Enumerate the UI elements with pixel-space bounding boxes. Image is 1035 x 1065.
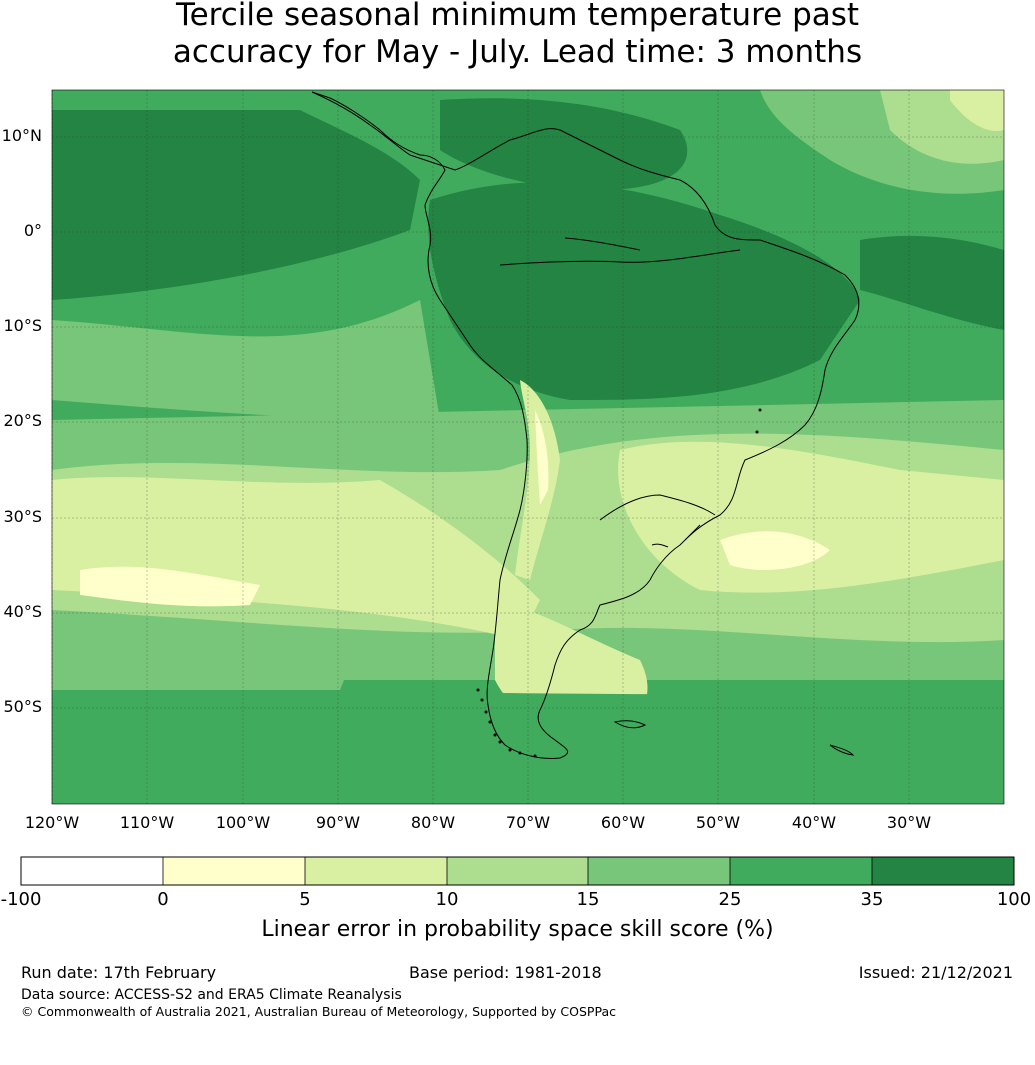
lon-label: 70°W — [505, 813, 551, 832]
lon-label: 120°W — [24, 813, 80, 832]
colorbar-segment — [163, 857, 305, 885]
title-line-2: accuracy for May - July. Lead time: 3 mo… — [172, 34, 863, 70]
map-field — [52, 90, 1004, 804]
colorbar-tick: 0 — [157, 889, 169, 910]
lon-label: 110°W — [119, 813, 175, 832]
lat-label: 10°N — [1, 126, 42, 145]
lon-label: 100°W — [215, 813, 271, 832]
lon-label: 50°W — [695, 813, 741, 832]
lon-label: 30°W — [886, 813, 932, 832]
colorbar — [20, 856, 1015, 886]
colorbar-segment — [872, 857, 1014, 885]
colorbar-tick: 15 — [576, 889, 600, 910]
colorbar-segment — [730, 857, 872, 885]
colorbar-tick: 25 — [718, 889, 742, 910]
colorbar-tick: 10 — [435, 889, 459, 910]
colorbar-label: Linear error in probability space skill … — [261, 917, 774, 942]
colorbar-tick: 5 — [299, 889, 311, 910]
lon-label: 80°W — [410, 813, 456, 832]
colorbar-tick: 35 — [860, 889, 884, 910]
run-date: Run date: 17th February — [21, 963, 217, 982]
data-source: Data source: ACCESS-S2 and ERA5 Climate … — [21, 987, 402, 1003]
lat-label: 50°S — [3, 697, 42, 716]
archipelago — [476, 408, 762, 758]
colorbar-segment — [447, 857, 588, 885]
lat-label: 0° — [23, 221, 42, 240]
map-frame — [51, 89, 1005, 805]
lat-label: 20°S — [3, 411, 42, 430]
title-line-1: Tercile seasonal minimum temperature pas… — [175, 0, 860, 33]
issued-date: Issued: 21/12/2021 — [858, 963, 1013, 982]
colorbar-tick: 100 — [996, 889, 1032, 910]
coastline — [311, 91, 860, 759]
lon-label: 60°W — [600, 813, 646, 832]
colorbar-segment — [588, 857, 730, 885]
graticule — [51, 90, 1004, 804]
colorbar-segment — [21, 857, 163, 885]
lat-label: 30°S — [3, 507, 42, 526]
colorbar-segment — [305, 857, 447, 885]
lat-label: 10°S — [3, 316, 42, 335]
copyright: © Commonwealth of Australia 2021, Austra… — [21, 1004, 616, 1019]
lon-label: 40°W — [791, 813, 837, 832]
lat-label: 40°S — [3, 602, 42, 621]
skill-map — [20, 89, 1015, 886]
base-period: Base period: 1981-2018 — [409, 963, 602, 982]
colorbar-tick: -100 — [0, 889, 42, 910]
lon-label: 90°W — [315, 813, 361, 832]
